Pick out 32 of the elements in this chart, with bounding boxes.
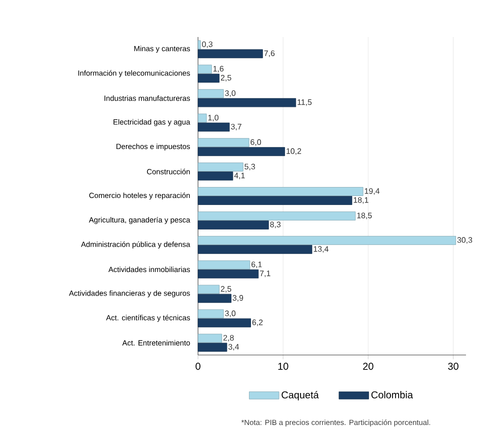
bar xyxy=(198,74,220,83)
legend-label: Colombia xyxy=(371,391,413,398)
bar xyxy=(198,64,212,74)
legend-label: Caquetá xyxy=(282,390,319,400)
bar xyxy=(198,236,456,245)
bar xyxy=(198,318,251,328)
bar xyxy=(198,260,250,270)
bar xyxy=(198,114,207,123)
bar xyxy=(198,172,234,180)
bar xyxy=(198,162,244,172)
bar xyxy=(198,309,224,318)
bar xyxy=(198,294,232,303)
x-tick-label: 10 xyxy=(278,362,288,370)
bar xyxy=(198,138,250,148)
bar xyxy=(198,40,201,50)
bar xyxy=(198,342,228,352)
bar xyxy=(198,269,259,278)
bar xyxy=(198,98,296,108)
bar xyxy=(198,49,263,58)
bar xyxy=(198,122,230,132)
x-tick-label: 20 xyxy=(363,362,374,370)
x-tick-label: 30 xyxy=(448,362,458,370)
bar xyxy=(198,89,224,98)
x-tick-label: 0 xyxy=(196,362,200,370)
bar xyxy=(198,244,312,254)
bar xyxy=(198,212,356,220)
bar xyxy=(198,334,222,343)
bar xyxy=(198,187,364,196)
bar xyxy=(198,196,352,205)
bar xyxy=(198,284,220,294)
bar xyxy=(198,147,285,156)
bar xyxy=(198,220,269,230)
